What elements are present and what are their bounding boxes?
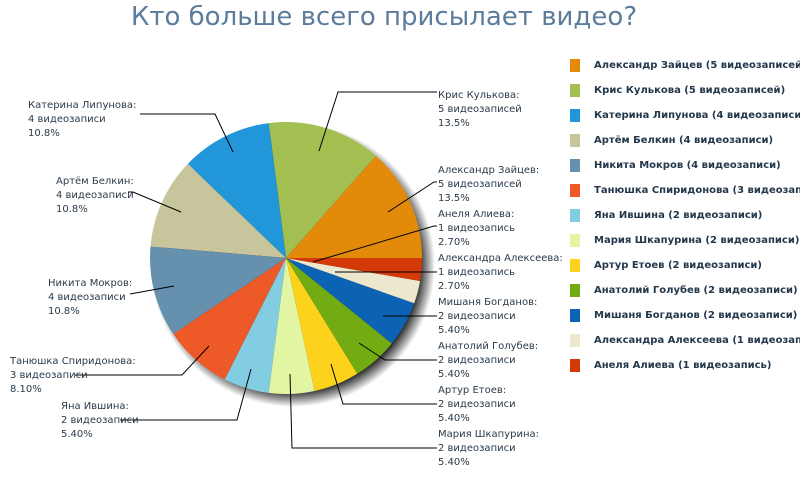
pie-slice[interactable] xyxy=(286,155,422,258)
pie-slice[interactable] xyxy=(286,258,358,391)
slice-label-golubev: Анатолий Голубев: 2 видеозаписи 5.40% xyxy=(438,341,539,380)
legend-item[interactable]: Мария Шкапурина (2 видеозаписи) xyxy=(570,228,800,253)
legend-item[interactable]: Катерина Липунова (4 видеозаписи) xyxy=(570,103,800,128)
leader-line xyxy=(358,342,437,361)
pie-slice[interactable] xyxy=(268,258,315,395)
legend-swatch xyxy=(570,84,580,97)
legend-item[interactable]: Яна Ившина (2 видеозаписи) xyxy=(570,203,800,228)
leader-line xyxy=(129,285,175,295)
pie-slice[interactable] xyxy=(224,258,286,393)
pie-slice[interactable] xyxy=(286,258,392,374)
pie-slice[interactable] xyxy=(286,258,415,344)
leader-line xyxy=(140,113,234,153)
legend-item[interactable]: Танюшка Спиридонова (3 видеозаписи) xyxy=(570,178,800,203)
slice-label-mokrov: Никита Мокров: 4 видеозаписи 10.8% xyxy=(48,278,133,317)
pie-slice[interactable] xyxy=(173,258,286,380)
legend-item[interactable]: Артур Етоев (2 видеозаписи) xyxy=(570,253,800,278)
pie-slice[interactable] xyxy=(150,163,286,258)
legend-swatch xyxy=(570,59,580,72)
legend-swatch xyxy=(570,334,580,347)
legend-item[interactable]: Александр Зайцев (5 видеозаписей) xyxy=(570,53,800,78)
legend-item[interactable]: Мишаня Богданов (2 видеозаписи) xyxy=(570,303,800,328)
legend-swatch xyxy=(570,259,580,272)
legend-swatch xyxy=(570,359,580,372)
leader-lines xyxy=(75,91,437,449)
slice-label-lipunova: Катерина Липунова: 4 видеозаписи 10.8% xyxy=(28,100,137,139)
pie-slice[interactable] xyxy=(187,123,286,258)
slice-label-ivshina: Яна Ившина: 2 видеозаписи 5.40% xyxy=(61,401,139,440)
leader-line xyxy=(330,363,437,405)
slice-label-etoev: Артур Етоев: 2 видеозаписи 5.40% xyxy=(438,385,516,424)
legend-item[interactable]: Артём Белкин (4 видеозаписи) xyxy=(570,128,800,153)
chart-legend: Александр Зайцев (5 видеозаписей) Крис К… xyxy=(570,53,800,378)
slice-label-belkin: Артём Белкин: 4 видеозаписи 10.8% xyxy=(56,176,134,215)
pie-slice[interactable] xyxy=(268,121,376,258)
legend-swatch xyxy=(570,109,580,122)
slice-label-bogdanov: Мишаня Богданов: 2 видеозаписи 5.40% xyxy=(438,297,538,336)
pie-slice[interactable] xyxy=(149,246,286,335)
slice-label-shkapurina: Мария Шкапурина: 2 видеозаписи 5.40% xyxy=(438,429,539,468)
leader-line xyxy=(318,91,437,152)
pie-slices xyxy=(149,121,422,395)
legend-swatch xyxy=(570,209,580,222)
legend-swatch xyxy=(570,284,580,297)
slice-label-alieva: Анеля Алиева: 1 видеозапись 2.70% xyxy=(438,209,515,248)
legend-item[interactable]: Александра Алексеева (1 видеозапись) xyxy=(570,328,800,353)
leader-line xyxy=(289,373,437,449)
legend-swatch xyxy=(570,234,580,247)
slice-label-alekseeva: Александра Алексеева: 1 видеозапись 2.70% xyxy=(438,253,563,292)
slice-label-spiridonova: Танюшка Спиридонова: 3 видеозаписи 8.10% xyxy=(10,356,136,395)
legend-swatch xyxy=(570,134,580,147)
legend-swatch xyxy=(570,309,580,322)
leader-line xyxy=(75,345,210,376)
chart-title: Кто больше всего присылает видео? xyxy=(130,2,638,32)
legend-swatch xyxy=(570,159,580,172)
leader-line xyxy=(120,368,252,421)
leader-line xyxy=(387,181,437,213)
pie-slice[interactable] xyxy=(286,258,421,304)
legend-swatch xyxy=(570,184,580,197)
legend-item[interactable]: Анатолий Голубев (2 видеозаписи) xyxy=(570,278,800,303)
legend-item[interactable]: Анеля Алиева (1 видеозапись) xyxy=(570,353,800,378)
leader-line xyxy=(128,191,182,213)
legend-item[interactable]: Никита Мокров (4 видеозаписи) xyxy=(570,153,800,178)
slice-label-kulkova: Крис Кулькова: 5 видеозаписей 13.5% xyxy=(438,90,522,129)
legend-item[interactable]: Крис Кулькова (5 видеозаписей) xyxy=(570,78,800,103)
pie-slice[interactable] xyxy=(286,258,422,281)
slice-label-zaytsev: Александр Зайцев: 5 видеозаписей 13.5% xyxy=(438,165,540,204)
leader-line xyxy=(312,225,437,263)
